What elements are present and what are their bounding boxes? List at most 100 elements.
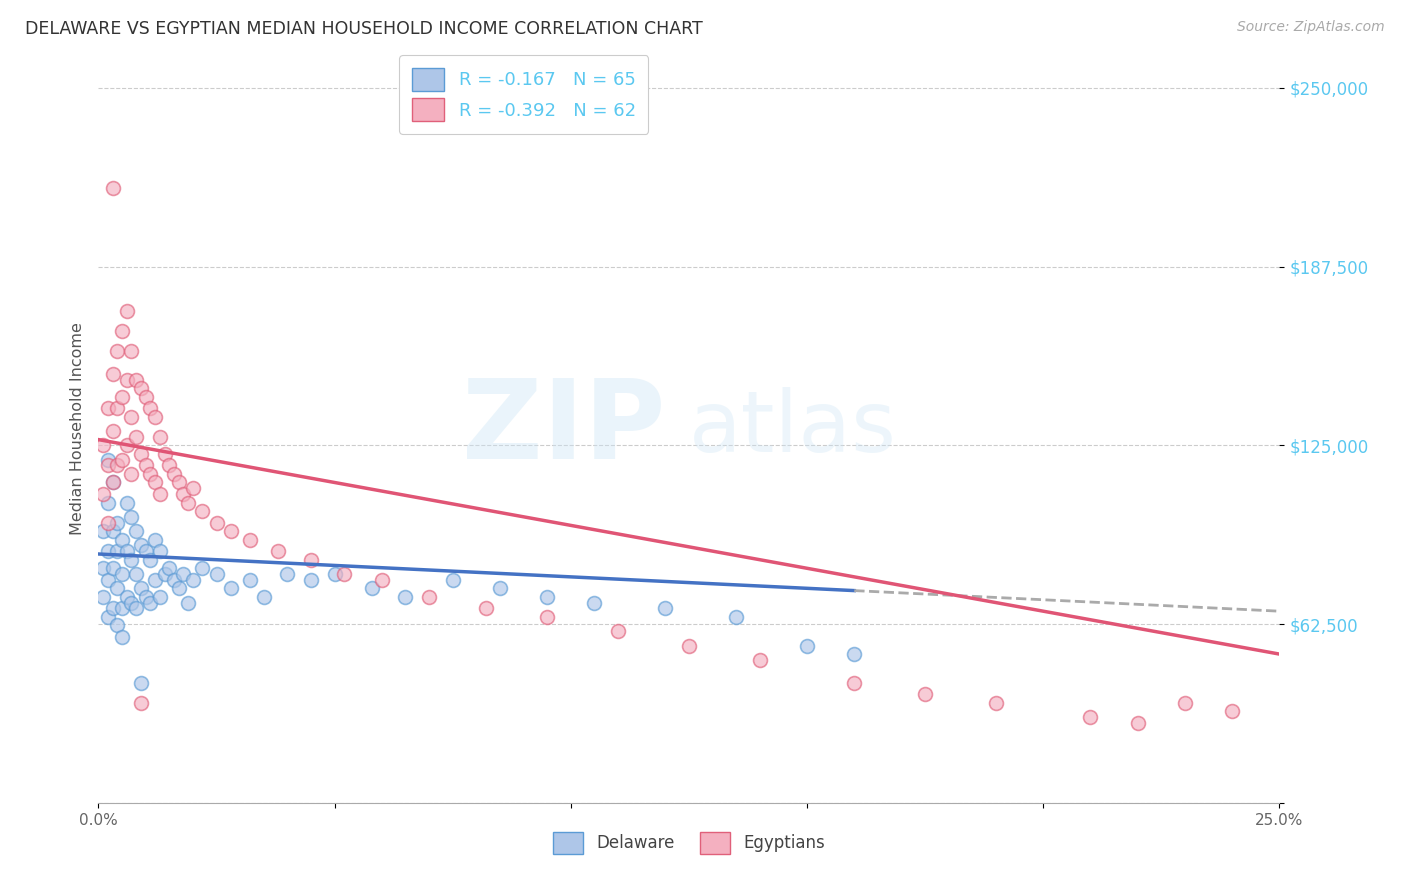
Point — [105, 343, 128, 358]
Point — [333, 567, 356, 582]
Point — [299, 552, 322, 566]
Point — [125, 430, 148, 444]
Point — [143, 573, 166, 587]
Point — [143, 409, 166, 424]
Point — [149, 590, 172, 604]
Point — [219, 582, 242, 596]
Text: ZIP: ZIP — [463, 375, 665, 482]
Point — [97, 544, 120, 558]
Point — [105, 401, 128, 416]
Point — [172, 487, 194, 501]
Point — [157, 561, 180, 575]
Point — [253, 590, 276, 604]
Point — [489, 582, 512, 596]
Point — [115, 304, 138, 318]
Point — [97, 458, 120, 473]
Point — [139, 401, 162, 416]
Point — [129, 582, 152, 596]
Text: DELAWARE VS EGYPTIAN MEDIAN HOUSEHOLD INCOME CORRELATION CHART: DELAWARE VS EGYPTIAN MEDIAN HOUSEHOLD IN… — [25, 20, 703, 37]
Point — [181, 481, 204, 495]
Point — [101, 475, 124, 490]
Point — [167, 582, 190, 596]
Point — [1126, 715, 1149, 730]
Point — [181, 573, 204, 587]
Point — [115, 590, 138, 604]
Point — [167, 475, 190, 490]
Point — [91, 590, 114, 604]
Point — [105, 618, 128, 632]
Point — [276, 567, 298, 582]
Point — [115, 372, 138, 386]
Point — [984, 696, 1007, 710]
Point — [97, 516, 120, 530]
Point — [163, 573, 186, 587]
Point — [115, 544, 138, 558]
Point — [678, 639, 700, 653]
Point — [101, 181, 124, 195]
Y-axis label: Median Household Income: Median Household Income — [69, 322, 84, 534]
Point — [796, 639, 818, 653]
Point — [418, 590, 440, 604]
Text: atlas: atlas — [689, 386, 897, 470]
Point — [129, 447, 152, 461]
Point — [143, 533, 166, 547]
Text: Source: ZipAtlas.com: Source: ZipAtlas.com — [1237, 20, 1385, 34]
Point — [475, 601, 498, 615]
Point — [97, 452, 120, 467]
Point — [111, 452, 134, 467]
Point — [139, 596, 162, 610]
Point — [139, 467, 162, 481]
Point — [111, 533, 134, 547]
Point — [191, 561, 214, 575]
Point — [205, 516, 228, 530]
Point — [1174, 696, 1197, 710]
Point — [191, 504, 214, 518]
Point — [1080, 710, 1102, 724]
Point — [748, 653, 770, 667]
Point — [135, 590, 157, 604]
Point — [299, 573, 322, 587]
Point — [91, 438, 114, 452]
Point — [121, 596, 143, 610]
Point — [125, 601, 148, 615]
Point — [111, 630, 134, 644]
Point — [163, 467, 186, 481]
Point — [153, 447, 176, 461]
Point — [129, 381, 152, 395]
Point — [177, 596, 200, 610]
Point — [111, 601, 134, 615]
Point — [394, 590, 416, 604]
Point — [97, 573, 120, 587]
Point — [219, 524, 242, 538]
Point — [844, 647, 866, 661]
Point — [105, 544, 128, 558]
Point — [654, 601, 676, 615]
Point — [361, 582, 384, 596]
Point — [139, 552, 162, 566]
Point — [105, 582, 128, 596]
Point — [115, 495, 138, 509]
Point — [129, 696, 152, 710]
Point — [101, 561, 124, 575]
Point — [914, 687, 936, 701]
Point — [101, 524, 124, 538]
Point — [157, 458, 180, 473]
Point — [371, 573, 394, 587]
Point — [149, 544, 172, 558]
Point — [135, 544, 157, 558]
Point — [97, 495, 120, 509]
Point — [607, 624, 630, 639]
Point — [105, 458, 128, 473]
Point — [91, 487, 114, 501]
Point — [441, 573, 464, 587]
Point — [583, 596, 606, 610]
Point — [97, 401, 120, 416]
Point — [121, 509, 143, 524]
Point — [143, 475, 166, 490]
Point — [149, 487, 172, 501]
Legend: Delaware, Egyptians: Delaware, Egyptians — [544, 824, 834, 862]
Point — [153, 567, 176, 582]
Point — [121, 467, 143, 481]
Point — [125, 524, 148, 538]
Point — [135, 390, 157, 404]
